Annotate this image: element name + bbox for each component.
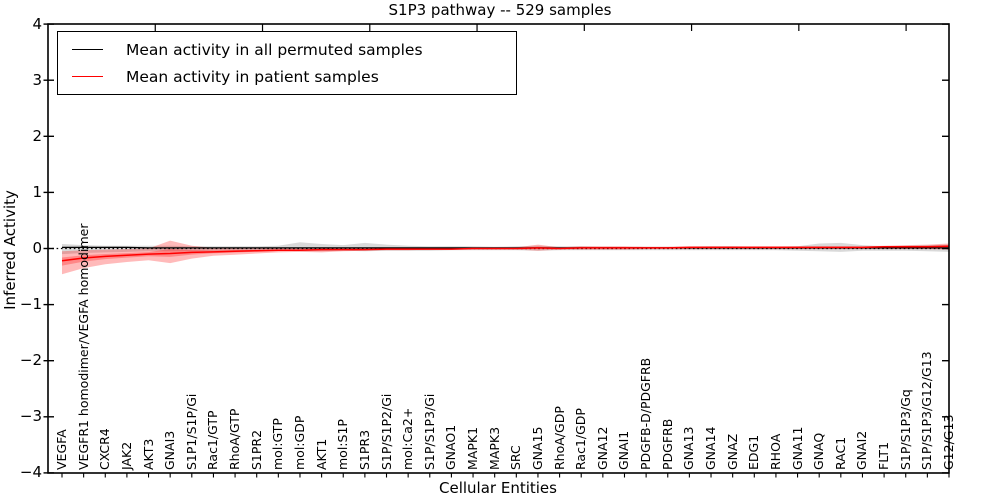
x-tick-label: mol:S1P — [335, 419, 351, 470]
x-tick-label: GNA15 — [529, 426, 545, 471]
x-tick-label: GNA11 — [789, 426, 805, 471]
x-tick-label: RhoA/GDP — [551, 406, 567, 470]
legend-label-permuted: Mean activity in all permuted samples — [126, 40, 423, 59]
x-tick-label: mol:GDP — [291, 415, 307, 470]
y-tick-label: 1 — [32, 182, 42, 201]
x-tick-label: S1PR2 — [248, 429, 264, 470]
y-tick-label: 4 — [32, 14, 42, 33]
x-tick-label: PDGFB-D/PDGFRB — [638, 357, 654, 470]
x-tick-label: MAPK3 — [486, 426, 502, 470]
legend-label-patient: Mean activity in patient samples — [126, 67, 379, 86]
y-tick-label: 0 — [32, 239, 42, 257]
x-tick-label: MAPK1 — [465, 426, 481, 470]
x-tick-label: S1P1/S1P/Gi — [183, 393, 199, 470]
legend-line-black — [72, 49, 103, 50]
y-tick-label: −3 — [19, 407, 42, 426]
x-tick-label: AKT1 — [313, 438, 329, 470]
patient-mean-line — [61, 245, 949, 262]
patient-band — [62, 240, 949, 275]
x-tick-label: S1PR3 — [356, 429, 372, 470]
x-tick-label: G12/G13 — [941, 414, 956, 470]
x-tick-label: VEGFA — [54, 429, 69, 470]
x-tick-label: PDGFRB — [659, 418, 675, 470]
x-tick-label: VEGFR1 homodimer/VEGFA homodimer — [75, 223, 91, 470]
x-tick-label: S1P/S1P3/G12/G13 — [919, 351, 935, 470]
x-tick-label: GNAI2 — [854, 430, 870, 470]
x-tick-label: S1P/S1P3/Gi — [421, 393, 437, 470]
y-tick-label: −1 — [19, 295, 42, 314]
x-tick-label: mol:Ca2+ — [400, 407, 416, 470]
x-tick-label: GNA12 — [594, 426, 610, 471]
x-tick-label: GNA14 — [703, 426, 719, 471]
x-tick-label: mol:GTP — [270, 418, 286, 470]
x-tick-label: GNAO1 — [443, 424, 459, 470]
chart-title: S1P3 pathway -- 529 samples — [388, 1, 612, 19]
x-tick-label: JAK2 — [118, 441, 134, 470]
legend-line-red — [72, 76, 103, 77]
x-axis-label: Cellular Entities — [439, 479, 557, 497]
x-tick-label: AKT3 — [140, 438, 156, 470]
y-tick-label: 2 — [32, 126, 42, 145]
x-tick-label: RAC1 — [832, 436, 848, 470]
y-tick-label: −4 — [19, 463, 42, 482]
legend-item-patient: Mean activity in patient samples — [58, 64, 516, 90]
x-tick-label: RhoA/GTP — [227, 408, 243, 470]
x-tick-label: GNAI3 — [162, 430, 178, 470]
x-tick-label: GNAQ — [811, 432, 827, 470]
x-tick-label: GNA13 — [681, 426, 697, 471]
x-tick-label: EDG1 — [746, 434, 762, 470]
x-tick-label: Rac1/GDP — [573, 408, 589, 470]
legend-item-permuted: Mean activity in all permuted samples — [58, 37, 516, 63]
x-tick-label: SRC — [508, 445, 524, 470]
x-tick-label: RHOA — [767, 433, 783, 470]
x-tick-label: FLT1 — [876, 441, 892, 470]
x-tick-label: Rac1/GTP — [205, 410, 221, 470]
y-tick-label: 3 — [32, 70, 42, 89]
x-tick-label: S1P/S1P3/Gq — [897, 389, 913, 470]
x-tick-label: CXCR4 — [97, 428, 113, 470]
x-tick-label: GNAZ — [724, 433, 740, 470]
x-tick-label: S1P/S1P2/Gi — [378, 393, 394, 470]
legend: Mean activity in all permuted samples Me… — [57, 31, 517, 95]
x-tick-label: GNAI1 — [616, 430, 632, 470]
y-tick-label: −2 — [19, 351, 42, 370]
